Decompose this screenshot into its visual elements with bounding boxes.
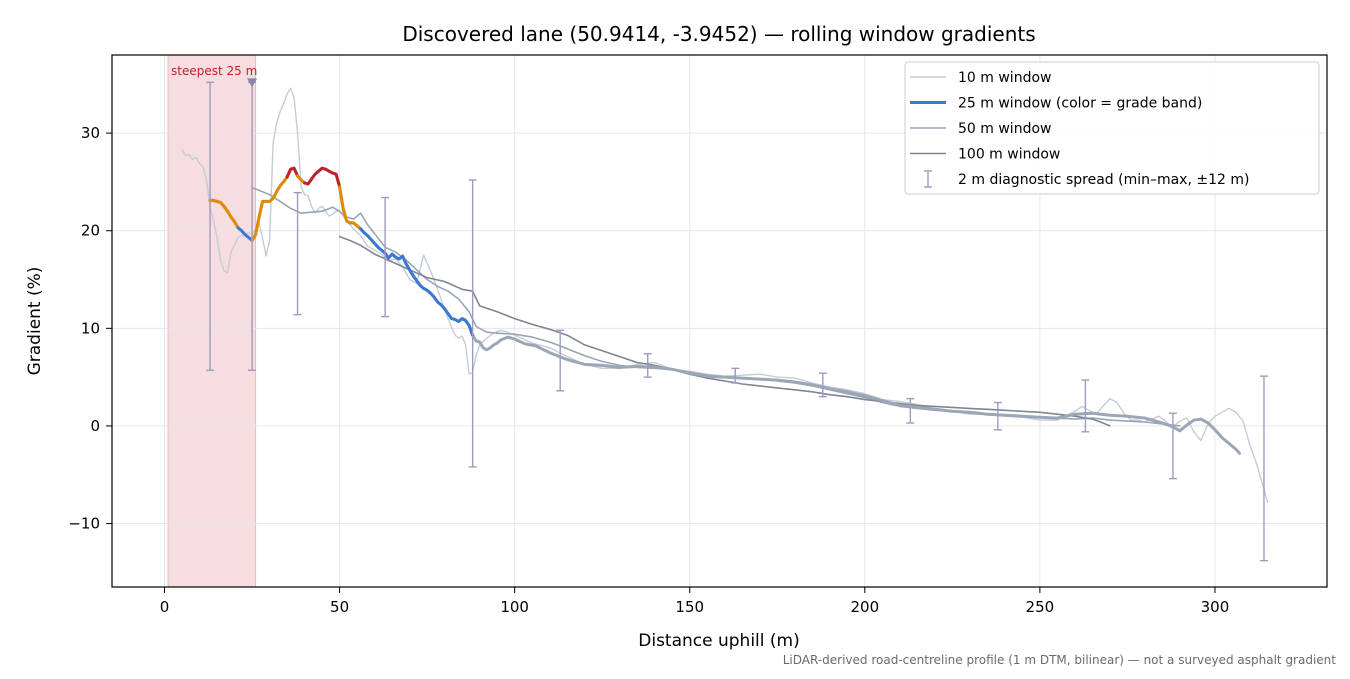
series-100m-window-line bbox=[338, 235, 1111, 427]
y-tick-label: 20 bbox=[81, 222, 100, 240]
y-axis: −10 0 10 20 30 bbox=[68, 124, 112, 533]
series-10m-window-line bbox=[181, 87, 1269, 503]
x-tick-label: 200 bbox=[850, 598, 879, 616]
x-tick-label: 100 bbox=[500, 598, 529, 616]
highlight-band bbox=[167, 55, 257, 587]
x-axis-label: Distance uphill (m) bbox=[638, 631, 799, 651]
steepest-marker bbox=[247, 78, 258, 88]
legend-label: 25 m window (color = grade band) bbox=[958, 96, 1202, 112]
x-tick-label: 150 bbox=[675, 598, 704, 616]
highlight-band-label: steepest 25 m bbox=[171, 64, 257, 78]
y-tick-label: 0 bbox=[90, 417, 100, 435]
x-tick-label: 0 bbox=[160, 598, 170, 616]
grade-band-steep-segment bbox=[303, 166, 342, 189]
x-tick-label: 50 bbox=[330, 598, 349, 616]
legend-label: 10 m window bbox=[958, 70, 1051, 86]
legend-items: 10 m window 25 m window (color = grade ba… bbox=[910, 70, 1249, 188]
legend-label: 100 m window bbox=[958, 147, 1060, 163]
y-tick-label: −10 bbox=[68, 515, 100, 533]
steepest-marker-layer bbox=[247, 78, 258, 88]
y-axis-label: Gradient (%) bbox=[25, 267, 45, 376]
grade-band-moderate-segment bbox=[359, 227, 475, 337]
legend-box bbox=[904, 61, 1320, 195]
grade-band-hard-segment bbox=[296, 174, 307, 185]
grade-band-hard-segment bbox=[208, 198, 240, 230]
grade-band-steep-segment bbox=[285, 166, 300, 179]
series-layer bbox=[181, 87, 1269, 503]
plot-frame bbox=[111, 54, 1328, 588]
grade-band-hard-segment bbox=[338, 185, 363, 231]
x-tick-label: 250 bbox=[1026, 598, 1055, 616]
x-tick-label: 300 bbox=[1201, 598, 1230, 616]
highlight-band-layer bbox=[167, 55, 257, 587]
y-tick-label: 30 bbox=[81, 124, 100, 142]
grid-layer bbox=[112, 55, 1327, 587]
grade-band-hard-segment bbox=[250, 175, 289, 242]
legend-label: 2 m diagnostic spread (min–max, ±12 m) bbox=[958, 172, 1249, 188]
errorbar-layer bbox=[206, 81, 1268, 562]
y-tick-label: 10 bbox=[81, 319, 100, 337]
chart-title: Discovered lane (50.9414, -3.9452) — rol… bbox=[402, 22, 1035, 46]
x-axis: 0 50 100 150 200 250 300 bbox=[160, 587, 1230, 616]
legend: 10 m window 25 m window (color = grade ba… bbox=[904, 61, 1320, 195]
footnote: LiDAR-derived road-centreline profile (1… bbox=[783, 653, 1337, 667]
legend-label: 50 m window bbox=[958, 121, 1051, 137]
grade-band-moderate-segment bbox=[236, 226, 254, 242]
